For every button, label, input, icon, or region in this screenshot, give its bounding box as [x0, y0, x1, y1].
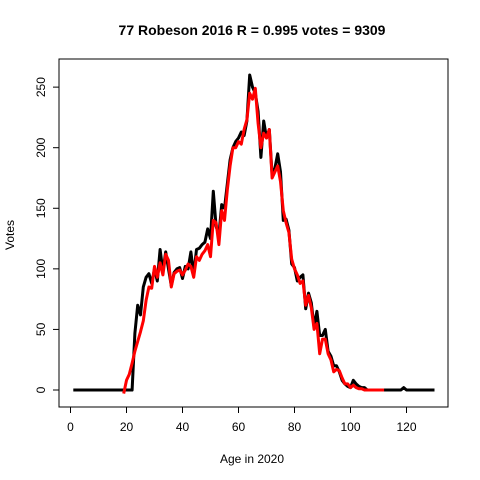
y-axis-label: Votes — [3, 220, 17, 250]
y-tick-label: 250 — [34, 77, 48, 97]
x-tick-label: 60 — [232, 420, 246, 434]
x-tick-label: 40 — [176, 420, 190, 434]
y-tick-label: 0 — [34, 386, 48, 393]
x-tick-label: 100 — [340, 420, 360, 434]
y-tick-label: 150 — [34, 198, 48, 218]
series-line-black — [73, 73, 435, 392]
x-tick-label: 120 — [396, 420, 416, 434]
x-tick-label: 20 — [120, 420, 134, 434]
x-tick-label: 80 — [288, 420, 302, 434]
plot-frame — [58, 58, 449, 408]
x-axis: 0 20 40 60 80 100 120 — [67, 406, 417, 434]
series-layer — [73, 73, 435, 394]
y-axis: 0 50 100 150 200 250 — [34, 77, 60, 393]
x-axis-label: Age in 2020 — [220, 452, 284, 466]
series-line-red — [122, 86, 385, 394]
x-tick-label: 0 — [67, 420, 74, 434]
chart-title: 77 Robeson 2016 R = 0.995 votes = 9309 — [119, 22, 386, 38]
y-tick-label: 50 — [34, 322, 48, 336]
y-tick-label: 100 — [34, 259, 48, 279]
y-tick-label: 200 — [34, 137, 48, 157]
